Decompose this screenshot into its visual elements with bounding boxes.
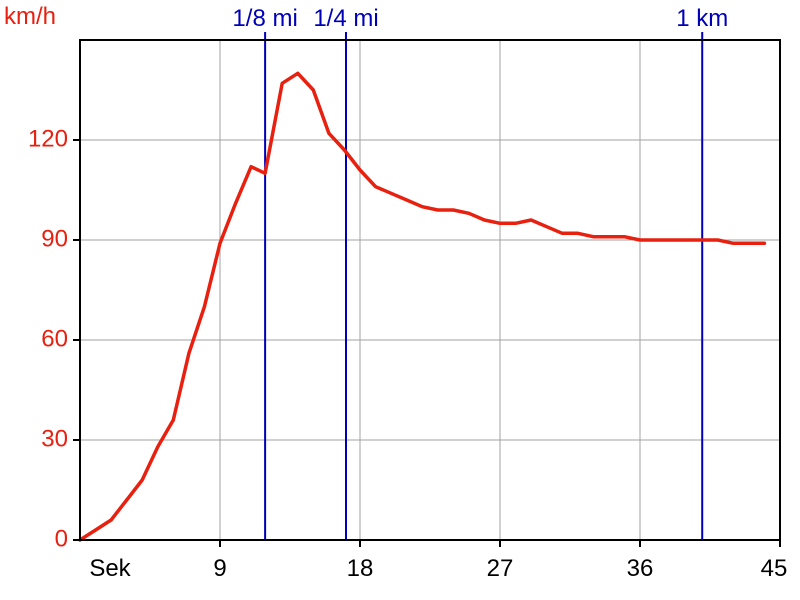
distance-marker-label: 1 km	[676, 5, 728, 32]
plot-background	[80, 40, 780, 540]
x-tick-label: 18	[347, 555, 374, 582]
y-axis-unit-label: km/h	[4, 3, 56, 30]
y-tick-label: 60	[41, 325, 68, 352]
grid	[80, 40, 780, 540]
x-tick-label: 9	[213, 555, 226, 582]
speed-series-line	[78, 71, 767, 542]
y-tick-label: 0	[55, 525, 68, 552]
x-tick-label: 45	[761, 555, 788, 582]
distance-marker-label: 1/4 mi	[313, 5, 378, 32]
plot-frame	[79, 39, 781, 541]
distance-marker-label: 1/8 mi	[232, 5, 297, 32]
series-layer	[78, 71, 767, 542]
y-tick-label: 120	[28, 125, 68, 152]
x-axis-unit-label: Sek	[89, 555, 131, 582]
distance-markers: 1/8 mi 1/4 mi 1 km	[232, 5, 728, 540]
x-tick-label: 27	[487, 555, 514, 582]
x-tick-label: 36	[627, 555, 654, 582]
y-tick-label: 90	[41, 225, 68, 252]
y-tick-label: 30	[41, 425, 68, 452]
x-tick-labels: 9 18 27 36 45	[213, 540, 787, 582]
y-tick-labels: 0 30 60 90 120	[28, 125, 80, 552]
